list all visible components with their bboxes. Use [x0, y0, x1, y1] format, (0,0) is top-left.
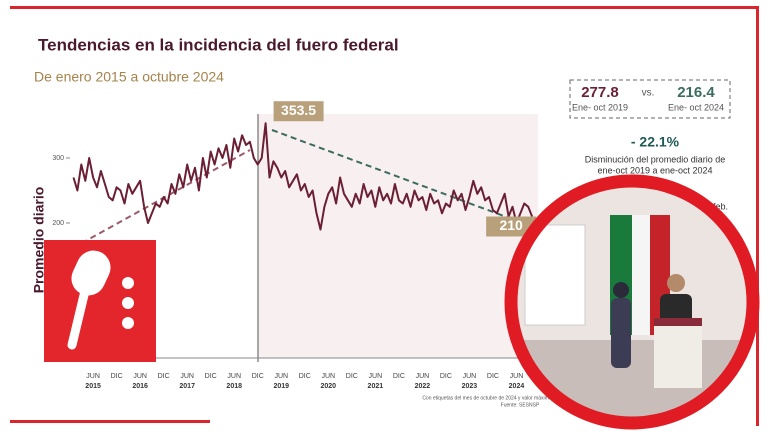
x-year-label: 2024: [509, 383, 525, 390]
x-year-label: 2018: [226, 383, 242, 390]
period-label: Ene- oct 2019: [572, 102, 628, 112]
x-year-label: 2021: [368, 383, 384, 390]
x-year-label: 2020: [321, 383, 337, 390]
x-year-label: 2023: [462, 383, 478, 390]
y-tick-label: 300: [52, 155, 64, 162]
compare-value: 277.8: [581, 84, 619, 101]
x-tick-label: DIC: [346, 373, 358, 380]
x-year-label: 2017: [179, 383, 195, 390]
bottom-border: [10, 420, 210, 423]
x-tick-label: JUN: [274, 373, 288, 380]
right-border: [756, 6, 759, 426]
x-year-label: 2022: [415, 383, 431, 390]
plot: 200 300 JUN DIC JUN DIC JUN DIC JUN DIC JUN DIC JUN D…: [52, 101, 537, 390]
x-tick-label: JUN: [227, 373, 241, 380]
x-tick-label: DIC: [487, 373, 499, 380]
period-label: Ene- oct 2024: [668, 102, 724, 112]
value-label-box: [273, 101, 324, 122]
y-axis-label: Promedio diario: [31, 187, 47, 294]
x-tick-label: DIC: [111, 373, 123, 380]
x-year-label: 2016: [132, 383, 148, 390]
x-tick-label: JUN: [463, 373, 477, 380]
value-label: 353.5: [281, 102, 316, 118]
x-tick-label: JUN: [321, 373, 335, 380]
x-tick-label: DIC: [393, 373, 405, 380]
x-tick-label: DIC: [205, 373, 217, 380]
x-tick-label: DIC: [252, 373, 264, 380]
x-tick-label: JUN: [369, 373, 383, 380]
trend-line-up: [72, 149, 251, 249]
chart-subtitle: De enero 2015 a octubre 2024: [34, 69, 224, 85]
x-tick-label: DIC: [158, 373, 170, 380]
x-tick-label: JUN: [133, 373, 147, 380]
change-text: ene-oct 2019 a ene-oct 2024: [597, 165, 712, 175]
x-tick-label: DIC: [299, 373, 311, 380]
logo: [44, 240, 156, 362]
comparison-box: [569, 79, 731, 119]
x-year-label: 2015: [85, 383, 101, 390]
x-tick-label: JUN: [180, 373, 194, 380]
x-tick-label: DIC: [440, 373, 452, 380]
x-tick-label: JUN: [416, 373, 430, 380]
chart-title: Tendencias en la incidencia del fuero fe…: [38, 35, 399, 54]
x-tick-label: JUN: [86, 373, 100, 380]
trend-line-down: [271, 129, 521, 223]
data-line: [72, 122, 534, 231]
footnote: Con etiquetas del mes de octubre de 2024…: [422, 395, 578, 401]
x-tick-label: JUN: [510, 373, 524, 380]
x-year-label: 2019: [273, 383, 289, 390]
change-value: - 22.1%: [631, 134, 680, 150]
value-label-box: [486, 216, 537, 237]
change-text: Disminución del promedio diario de: [585, 154, 726, 164]
y-tick-label: 200: [52, 220, 64, 227]
source: Fuente: SESNSP: [501, 402, 540, 408]
compare-value: 216.4: [677, 84, 715, 101]
vs-label: vs.: [642, 88, 655, 99]
value-label: 210: [499, 217, 523, 233]
top-border: [10, 6, 758, 9]
